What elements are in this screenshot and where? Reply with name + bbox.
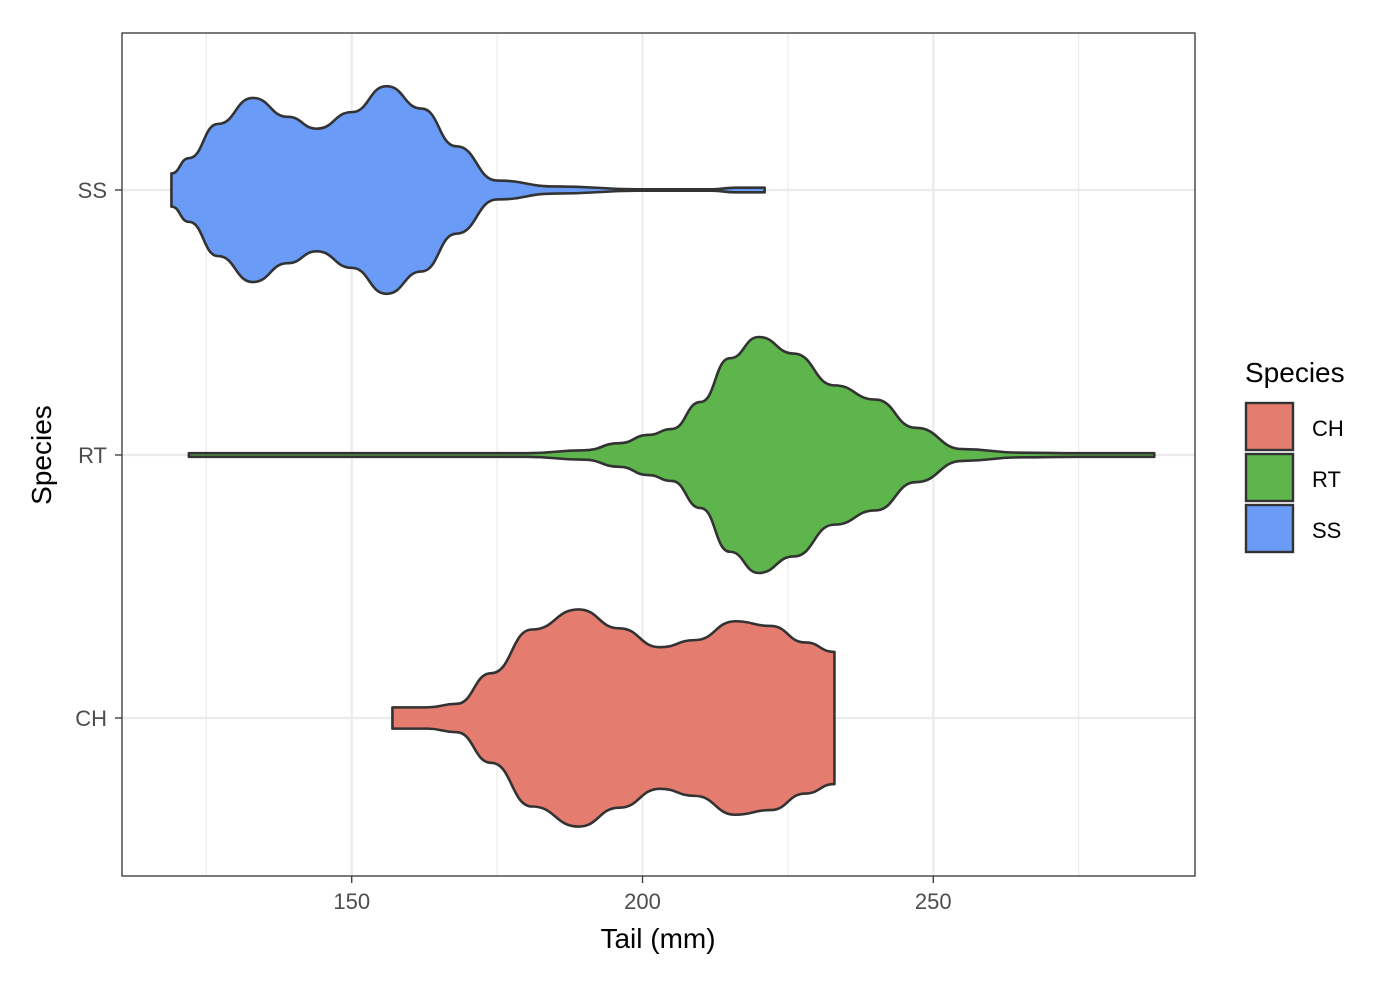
- legend-label-ss: SS: [1312, 518, 1341, 543]
- legend: Species CH RT SS: [1244, 357, 1345, 554]
- legend-swatch-ss: [1244, 503, 1295, 554]
- axis-layer: 150 200 250 CH RT SS: [75, 178, 951, 914]
- violin-layer: [170, 84, 1156, 828]
- y-tick-label: CH: [75, 706, 107, 731]
- y-tick-label: RT: [78, 443, 107, 468]
- legend-swatch-ch: [1244, 401, 1295, 452]
- legend-label-rt: RT: [1312, 467, 1341, 492]
- legend-items: CH RT SS: [1244, 401, 1344, 554]
- x-tick-label: 200: [624, 889, 661, 914]
- legend-swatch-rt: [1244, 452, 1295, 503]
- legend-label-ch: CH: [1312, 416, 1344, 441]
- x-axis-title: Tail (mm): [600, 923, 715, 954]
- violin-ss: [170, 84, 766, 296]
- violin-rt: [187, 335, 1156, 575]
- x-tick-label: 250: [915, 889, 952, 914]
- x-tick-label: 150: [333, 889, 370, 914]
- violin-ch: [391, 608, 836, 828]
- y-tick-label: SS: [78, 178, 107, 203]
- legend-title: Species: [1245, 357, 1345, 388]
- y-axis-title: Species: [26, 405, 57, 505]
